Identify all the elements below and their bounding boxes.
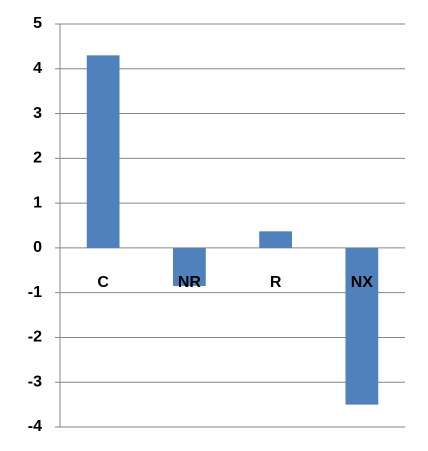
y-tick-label: 2 — [33, 150, 42, 167]
bar — [172, 247, 206, 286]
y-tick-label: -3 — [28, 373, 42, 390]
bar — [86, 55, 120, 248]
y-tick-label: -4 — [28, 418, 42, 435]
x-tick-label: NR — [178, 274, 202, 291]
bar — [345, 247, 379, 405]
x-tick-label: R — [270, 274, 282, 291]
y-tick-label: 0 — [33, 239, 42, 256]
y-tick-label: -1 — [28, 284, 42, 301]
x-tick-label: NX — [351, 274, 374, 291]
bar — [259, 231, 293, 248]
y-tick-label: 1 — [33, 194, 42, 211]
y-tick-label: 5 — [33, 15, 42, 32]
y-tick-label: 3 — [33, 105, 42, 122]
y-tick-label: -2 — [28, 329, 42, 346]
x-tick-label: C — [97, 274, 109, 291]
y-tick-label: 4 — [33, 60, 42, 77]
